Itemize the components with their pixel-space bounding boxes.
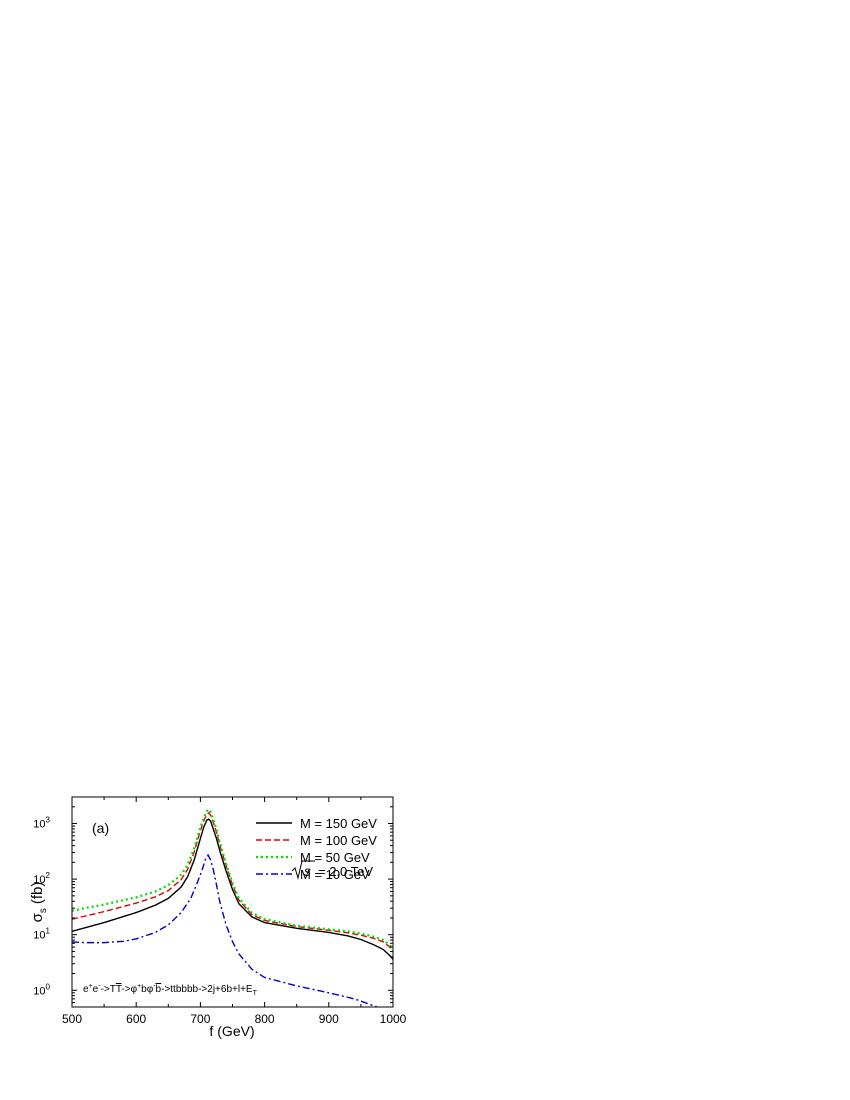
proc-arrow4: -> [198, 984, 207, 995]
x-axis-label-main: f [209, 1023, 213, 1039]
series-line-2 [72, 807, 393, 950]
y-tick-label-2: 102 [33, 871, 50, 886]
proc-phi2: φ [147, 984, 154, 995]
energy-annotation: s = 2.0 TeV [291, 860, 373, 880]
x-tick-label-4: 900 [319, 1012, 339, 1026]
x-tick-label-2: 700 [190, 1012, 210, 1026]
x-axis-label: f (GeV) [209, 1023, 254, 1039]
proc-e1: e [83, 984, 89, 995]
proc-final: 2j+6b+l+E [207, 984, 253, 995]
y-axis-label-main: σ [29, 912, 46, 922]
y-axis: 100 101 102 103 [33, 806, 393, 1004]
legend-label-3: M = 10 GeV [300, 867, 370, 882]
sqrt-radicand: s [304, 863, 311, 879]
proc-Tbar: T [116, 984, 122, 995]
y-tick-label-0: 100 [33, 982, 50, 997]
legend: M = 150 GeV M = 100 GeV M = 50 GeV M = 10 G… [256, 816, 377, 882]
proc-phi1-sup: + [137, 983, 141, 990]
proc-T: T [110, 984, 116, 995]
y-axis-label-sub: s [38, 908, 49, 913]
curves [72, 807, 393, 1007]
series-line-0 [72, 818, 393, 960]
proc-arrow3: -> [161, 984, 170, 995]
legend-label-2: M = 50 GeV [300, 850, 370, 865]
y-axis-label-unit: (fb) [29, 882, 46, 905]
proc-e1-sup: + [89, 983, 93, 990]
proc-b1: b [141, 984, 147, 995]
proc-e2: e [93, 984, 99, 995]
legend-label-0: M = 150 GeV [300, 816, 377, 831]
proc-bbbb: bbbb [176, 984, 199, 995]
x-tick-label-1: 600 [126, 1012, 146, 1026]
x-tick-label-5: 1000 [380, 1012, 407, 1026]
y-axis-label: σs (fb) [29, 882, 49, 923]
sqrt-sign [291, 860, 315, 880]
proc-final-sub: T [253, 990, 258, 997]
x-axis-label-unit: (GeV) [217, 1023, 254, 1039]
series-line-3 [72, 853, 378, 1007]
legend-label-1: M = 100 GeV [300, 833, 377, 848]
panel-label: (a) [92, 820, 109, 836]
y-tick-label-3: 103 [33, 816, 50, 831]
process-label: e+e-->TT->φ+bφ-b->ttbbbb->2j+6b+l+ET [83, 983, 258, 997]
proc-phi1: φ [131, 984, 138, 995]
proc-arrow1: -> [101, 984, 110, 995]
x-tick-label-3: 800 [255, 1012, 275, 1026]
proc-e2-sup: - [98, 983, 101, 990]
energy-value: = 2.0 TeV [318, 864, 373, 879]
proc-phi2-sup: - [153, 983, 156, 990]
x-axis: 500 600 700 800 900 1000 [62, 797, 407, 1026]
proc-tt: tt [170, 984, 176, 995]
x-tick-label-0: 500 [62, 1012, 82, 1026]
proc-arrow2: -> [121, 984, 130, 995]
y-tick-label-1: 101 [33, 927, 50, 942]
proc-b2: b [156, 984, 162, 995]
series-line-1 [72, 811, 393, 952]
